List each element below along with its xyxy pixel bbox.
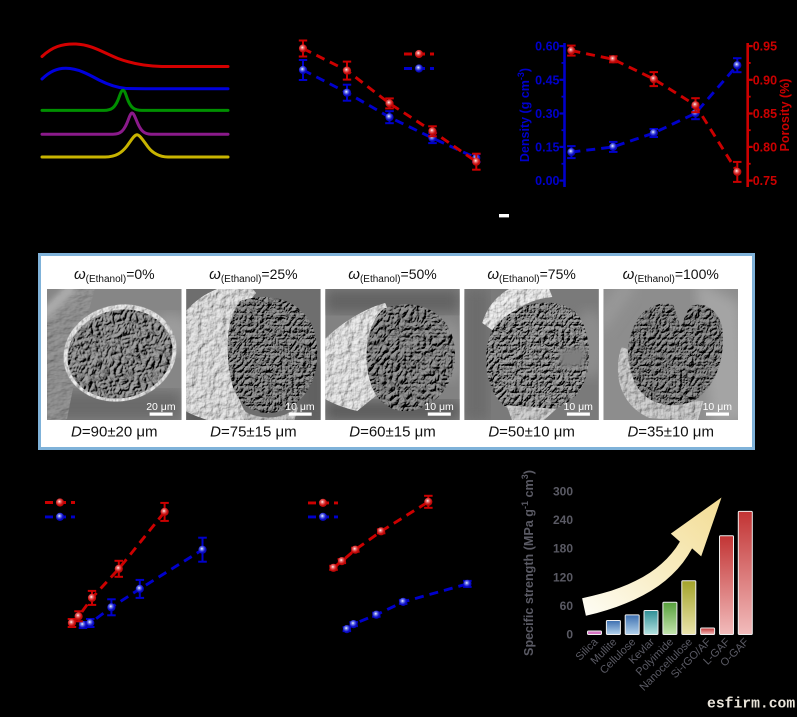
svg-text:ω(Ethanol)=0%: ω(Ethanol)=0% xyxy=(74,266,155,285)
svg-text:0.75: 0.75 xyxy=(753,174,777,188)
svg-text:0.45: 0.45 xyxy=(535,73,559,87)
svg-text:240: 240 xyxy=(553,513,573,527)
svg-text:ω(Ethanol)=100%: ω(Ethanol)=100% xyxy=(623,266,719,285)
svg-text:D=35±10 μm: D=35±10 μm xyxy=(627,424,714,441)
svg-text:0.30: 0.30 xyxy=(535,107,559,121)
svg-text:ω(Ethanol)=50%: ω(Ethanol)=50% xyxy=(348,266,436,285)
svg-text:20 μm: 20 μm xyxy=(146,401,176,413)
svg-text:0.15: 0.15 xyxy=(535,140,559,154)
svg-text:0.60: 0.60 xyxy=(535,40,559,54)
svg-text:60: 60 xyxy=(560,599,574,613)
svg-text:10 μm: 10 μm xyxy=(424,401,454,413)
svg-text:Specific strength (MPa g-1 cm3: Specific strength (MPa g-1 cm3) xyxy=(520,470,536,656)
svg-text:180: 180 xyxy=(553,542,573,556)
svg-text:ω(Ethanol)=25%: ω(Ethanol)=25% xyxy=(209,266,297,285)
svg-text:0: 0 xyxy=(566,628,573,642)
svg-text:10 μm: 10 μm xyxy=(703,401,733,413)
svg-text:0.80: 0.80 xyxy=(753,140,777,154)
svg-text:0.85: 0.85 xyxy=(753,107,777,121)
svg-text:Porosity (%): Porosity (%) xyxy=(778,79,792,152)
svg-text:0.95: 0.95 xyxy=(753,40,777,54)
svg-text:Density (g cm-3): Density (g cm-3) xyxy=(516,68,532,162)
svg-text:D=75±15 μm: D=75±15 μm xyxy=(210,424,297,441)
svg-text:D=50±10 μm: D=50±10 μm xyxy=(488,424,575,441)
svg-text:ω(Ethanol)=75%: ω(Ethanol)=75% xyxy=(487,266,575,285)
svg-text:D=90±20 μm: D=90±20 μm xyxy=(71,424,158,441)
svg-text:300: 300 xyxy=(553,485,573,499)
svg-text:10 μm: 10 μm xyxy=(285,401,315,413)
svg-text:10 μm: 10 μm xyxy=(563,401,593,413)
svg-text:0.00: 0.00 xyxy=(535,174,559,188)
svg-text:120: 120 xyxy=(553,570,573,584)
svg-text:D=60±15 μm: D=60±15 μm xyxy=(349,424,436,441)
svg-text:esfirm.com: esfirm.com xyxy=(707,697,795,713)
svg-text:0.90: 0.90 xyxy=(753,73,777,87)
